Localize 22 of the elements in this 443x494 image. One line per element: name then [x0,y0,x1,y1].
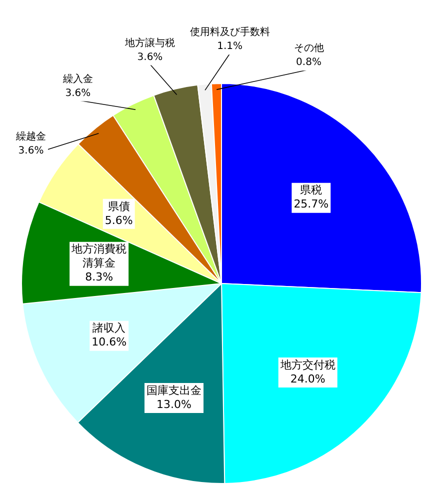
data-label: 3.6% [137,52,163,63]
slice-label: 繰入金 [62,72,93,85]
slice-label: 県税 [300,184,322,197]
slice-label: 地方交付税 [279,358,336,372]
slice-label: 県債 [108,200,130,213]
slice-label: 地方譲与税 [124,36,175,49]
data-label: 13.0% [156,398,192,411]
slice-label: 諸収入 [92,322,126,335]
data-label: 8.3% [85,270,114,284]
data-label: 5.6% [104,214,133,227]
slice-label: 使用料及び手数料 [190,26,270,38]
data-label: 1.1% [217,41,243,52]
data-label: 25.7% [294,198,329,211]
data-label: 0.8% [296,57,322,68]
data-label: 24.0% [290,372,326,386]
slice-label: 繰越金 [15,130,46,142]
data-label: 10.6% [92,336,127,349]
data-label: 3.6% [65,88,91,99]
slice-label: 地方消費税清算金 [70,242,127,270]
slice-label: 国庫支出金 [146,384,202,397]
data-label: 3.6% [18,145,44,156]
slice-label: その他 [294,42,324,54]
